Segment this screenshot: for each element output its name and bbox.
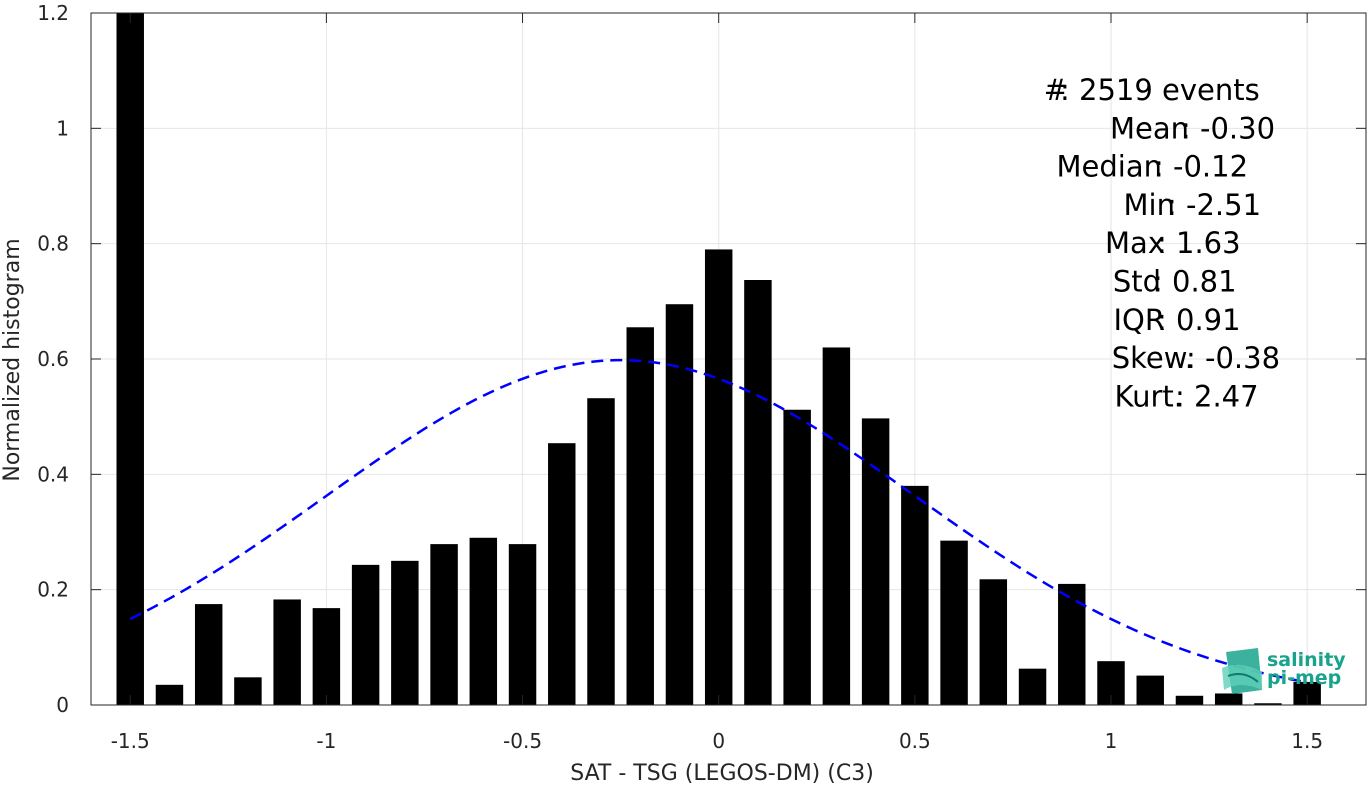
x-tick-label: -1.5 [111, 729, 150, 753]
histogram-bar [861, 418, 890, 705]
histogram-bar [1018, 668, 1047, 705]
histogram-bar [626, 327, 654, 705]
histogram-bar [430, 544, 458, 705]
histogram-bar [822, 347, 851, 705]
y-axis-ticks: 0 0.2 0.4 0.6 0.8 1 1.2 [37, 1, 1366, 717]
histogram-bar [194, 604, 223, 705]
histogram-bar [312, 608, 341, 705]
histogram-bar [940, 540, 968, 705]
stat-value: : 2519 events [1060, 73, 1260, 107]
stat-value: : -0.12 [1154, 150, 1248, 184]
histogram-bar [1214, 693, 1243, 705]
histogram-bar [469, 537, 498, 705]
stat-value: : -2.51 [1167, 188, 1261, 222]
histogram-bar [665, 304, 694, 705]
stats-box: # : 2519 events Mean : -0.30 Median : -0.1… [1044, 73, 1280, 413]
stat-label: Skew. [1112, 341, 1194, 375]
histogram-bar [155, 684, 184, 705]
histogram-bar [234, 677, 262, 705]
y-tick-label: 0.8 [37, 232, 69, 256]
histogram-bar [1293, 681, 1321, 705]
stat-value: : 2.47 [1175, 379, 1259, 413]
x-tick-label: 1 [1105, 729, 1118, 753]
stat-value: : -0.30 [1181, 111, 1275, 145]
stat-label: Kurt. [1115, 379, 1183, 413]
stat-label: Std [1113, 265, 1161, 299]
histogram-bar [587, 398, 615, 705]
stat-label: Mean [1110, 111, 1189, 145]
y-tick-label: 0.6 [37, 347, 69, 371]
y-axis-label: Normalized histogram [0, 238, 25, 481]
logo-line-1: salinity [1267, 649, 1346, 671]
histogram-bar [1136, 675, 1164, 705]
histogram-bar [704, 249, 733, 705]
y-tick-label: 0.4 [37, 462, 69, 486]
histogram-bar [548, 443, 576, 705]
logo-line-2: pi-mep [1267, 667, 1341, 689]
y-tick-label: 1.2 [37, 1, 69, 25]
stat-value: : 0.91 [1157, 303, 1241, 337]
x-tick-label: -0.5 [503, 729, 542, 753]
stat-label: Min [1124, 188, 1175, 222]
stat-label: Median [1057, 150, 1162, 184]
normal-fit-curve [129, 358, 1308, 684]
histogram-bar [783, 409, 811, 705]
x-tick-label: 0.5 [899, 729, 931, 753]
histogram-bar [273, 599, 301, 705]
y-tick-label: 0 [56, 693, 69, 717]
stat-label: # [1044, 73, 1068, 107]
x-tick-label: -1 [316, 729, 336, 753]
salinity-wave-icon [1222, 648, 1262, 694]
histogram-bars [116, 13, 1321, 705]
x-axis-label: SAT - TSG (LEGOS-DM) (C3) [570, 761, 874, 785]
stat-value: : 0.81 [1153, 265, 1237, 299]
histogram-bar [116, 13, 144, 705]
x-tick-label: 0 [712, 729, 725, 753]
stat-label: IQR [1113, 303, 1165, 337]
y-tick-label: 1 [56, 116, 69, 140]
histogram-bar [1175, 695, 1204, 705]
histogram-bar [744, 279, 772, 705]
x-axis-ticks: -1.5 -1 -0.5 0 0.5 1 1.5 [111, 13, 1323, 753]
histogram-bar [1254, 703, 1282, 705]
histogram-bar [508, 544, 537, 705]
histogram-bar [979, 579, 1008, 705]
y-tick-label: 0.2 [37, 578, 69, 602]
x-tick-label: 1.5 [1291, 729, 1323, 753]
stat-value: : 1.63 [1157, 226, 1241, 260]
stat-label: Max [1105, 226, 1165, 260]
salinity-pi-mep-logo: salinity pi-mep [1222, 648, 1346, 694]
histogram-bar [351, 564, 380, 705]
histogram-bar [391, 560, 419, 705]
histogram-bar [1058, 583, 1086, 705]
histogram-bar [901, 485, 929, 705]
stat-value: : -0.38 [1186, 341, 1280, 375]
